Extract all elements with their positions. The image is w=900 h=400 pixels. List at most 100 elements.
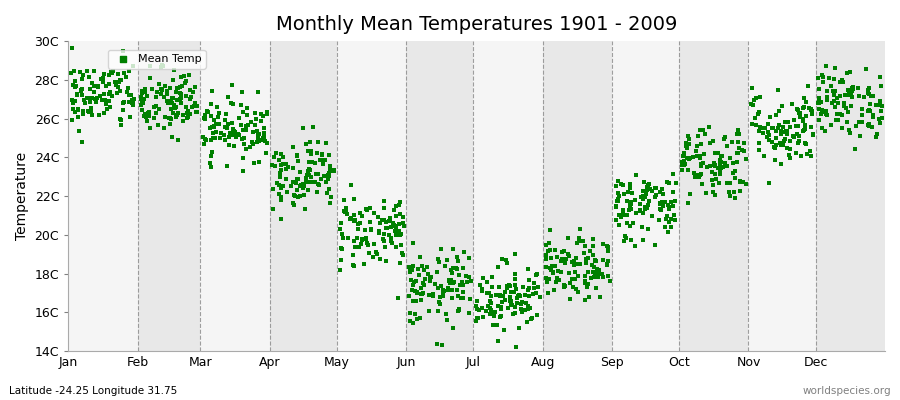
Point — [674, 167, 688, 174]
Point — [169, 89, 184, 96]
Point — [122, 98, 136, 105]
Point — [389, 224, 403, 231]
Point — [711, 150, 725, 156]
Point — [434, 246, 448, 252]
Point — [860, 108, 875, 114]
Point — [367, 210, 382, 216]
Point — [791, 123, 806, 130]
Point — [681, 135, 696, 142]
Point — [315, 157, 329, 164]
Point — [709, 175, 724, 182]
Point — [590, 272, 605, 279]
Point — [762, 180, 777, 186]
Point — [170, 97, 184, 104]
Point — [739, 181, 753, 188]
Point — [303, 139, 318, 146]
Point — [412, 254, 427, 261]
Point — [434, 283, 448, 290]
Point — [497, 327, 511, 334]
Point — [296, 125, 310, 132]
Point — [629, 210, 643, 216]
Point — [681, 133, 696, 139]
Point — [159, 88, 174, 94]
Point — [113, 77, 128, 83]
Point — [654, 207, 669, 214]
Point — [91, 83, 105, 89]
Point — [658, 224, 672, 230]
Point — [617, 212, 632, 218]
Point — [505, 301, 519, 308]
Point — [868, 101, 883, 108]
Point — [765, 125, 779, 132]
Point — [733, 179, 747, 186]
Point — [649, 192, 663, 199]
Point — [471, 314, 485, 321]
Point — [164, 98, 178, 105]
Point — [452, 306, 466, 313]
Point — [205, 124, 220, 130]
Point — [819, 111, 833, 118]
Point — [187, 102, 202, 109]
Point — [211, 113, 225, 120]
Point — [796, 116, 810, 122]
Point — [443, 280, 457, 286]
Point — [557, 282, 572, 288]
Point — [351, 221, 365, 227]
Point — [297, 183, 311, 190]
Point — [744, 101, 759, 108]
Point — [716, 153, 730, 160]
Point — [299, 175, 313, 182]
Point — [436, 290, 450, 296]
Point — [820, 112, 834, 118]
Point — [161, 100, 176, 106]
Point — [578, 297, 592, 304]
Point — [220, 94, 235, 100]
Point — [512, 293, 526, 300]
Point — [508, 276, 522, 282]
Point — [153, 91, 167, 97]
Point — [370, 250, 384, 257]
Point — [504, 301, 518, 307]
Bar — [200, 41, 270, 351]
Point — [694, 141, 708, 147]
Point — [166, 110, 181, 116]
Point — [523, 305, 537, 312]
Point — [805, 111, 819, 117]
Point — [634, 194, 648, 200]
Point — [169, 85, 184, 91]
Point — [455, 295, 470, 302]
Point — [814, 108, 829, 115]
Point — [65, 44, 79, 51]
Point — [470, 298, 484, 305]
Point — [623, 204, 637, 211]
Point — [346, 262, 361, 268]
Point — [812, 100, 826, 106]
Point — [112, 79, 127, 86]
Point — [248, 116, 263, 122]
Point — [309, 179, 323, 186]
Point — [731, 127, 745, 133]
Point — [508, 344, 523, 350]
Point — [157, 94, 171, 101]
Point — [540, 248, 554, 254]
Point — [259, 150, 274, 156]
Point — [518, 307, 532, 314]
Point — [495, 256, 509, 262]
Point — [286, 202, 301, 208]
Point — [688, 174, 702, 180]
Point — [138, 86, 152, 92]
Point — [111, 79, 125, 85]
Point — [624, 237, 638, 243]
Point — [860, 89, 875, 96]
Point — [183, 87, 197, 93]
Point — [544, 247, 558, 253]
Point — [296, 192, 310, 198]
Point — [766, 125, 780, 131]
Point — [714, 158, 728, 165]
Point — [811, 75, 825, 82]
Point — [231, 132, 246, 138]
Point — [599, 243, 614, 249]
Point — [675, 158, 689, 165]
Point — [662, 180, 676, 186]
Point — [385, 220, 400, 226]
